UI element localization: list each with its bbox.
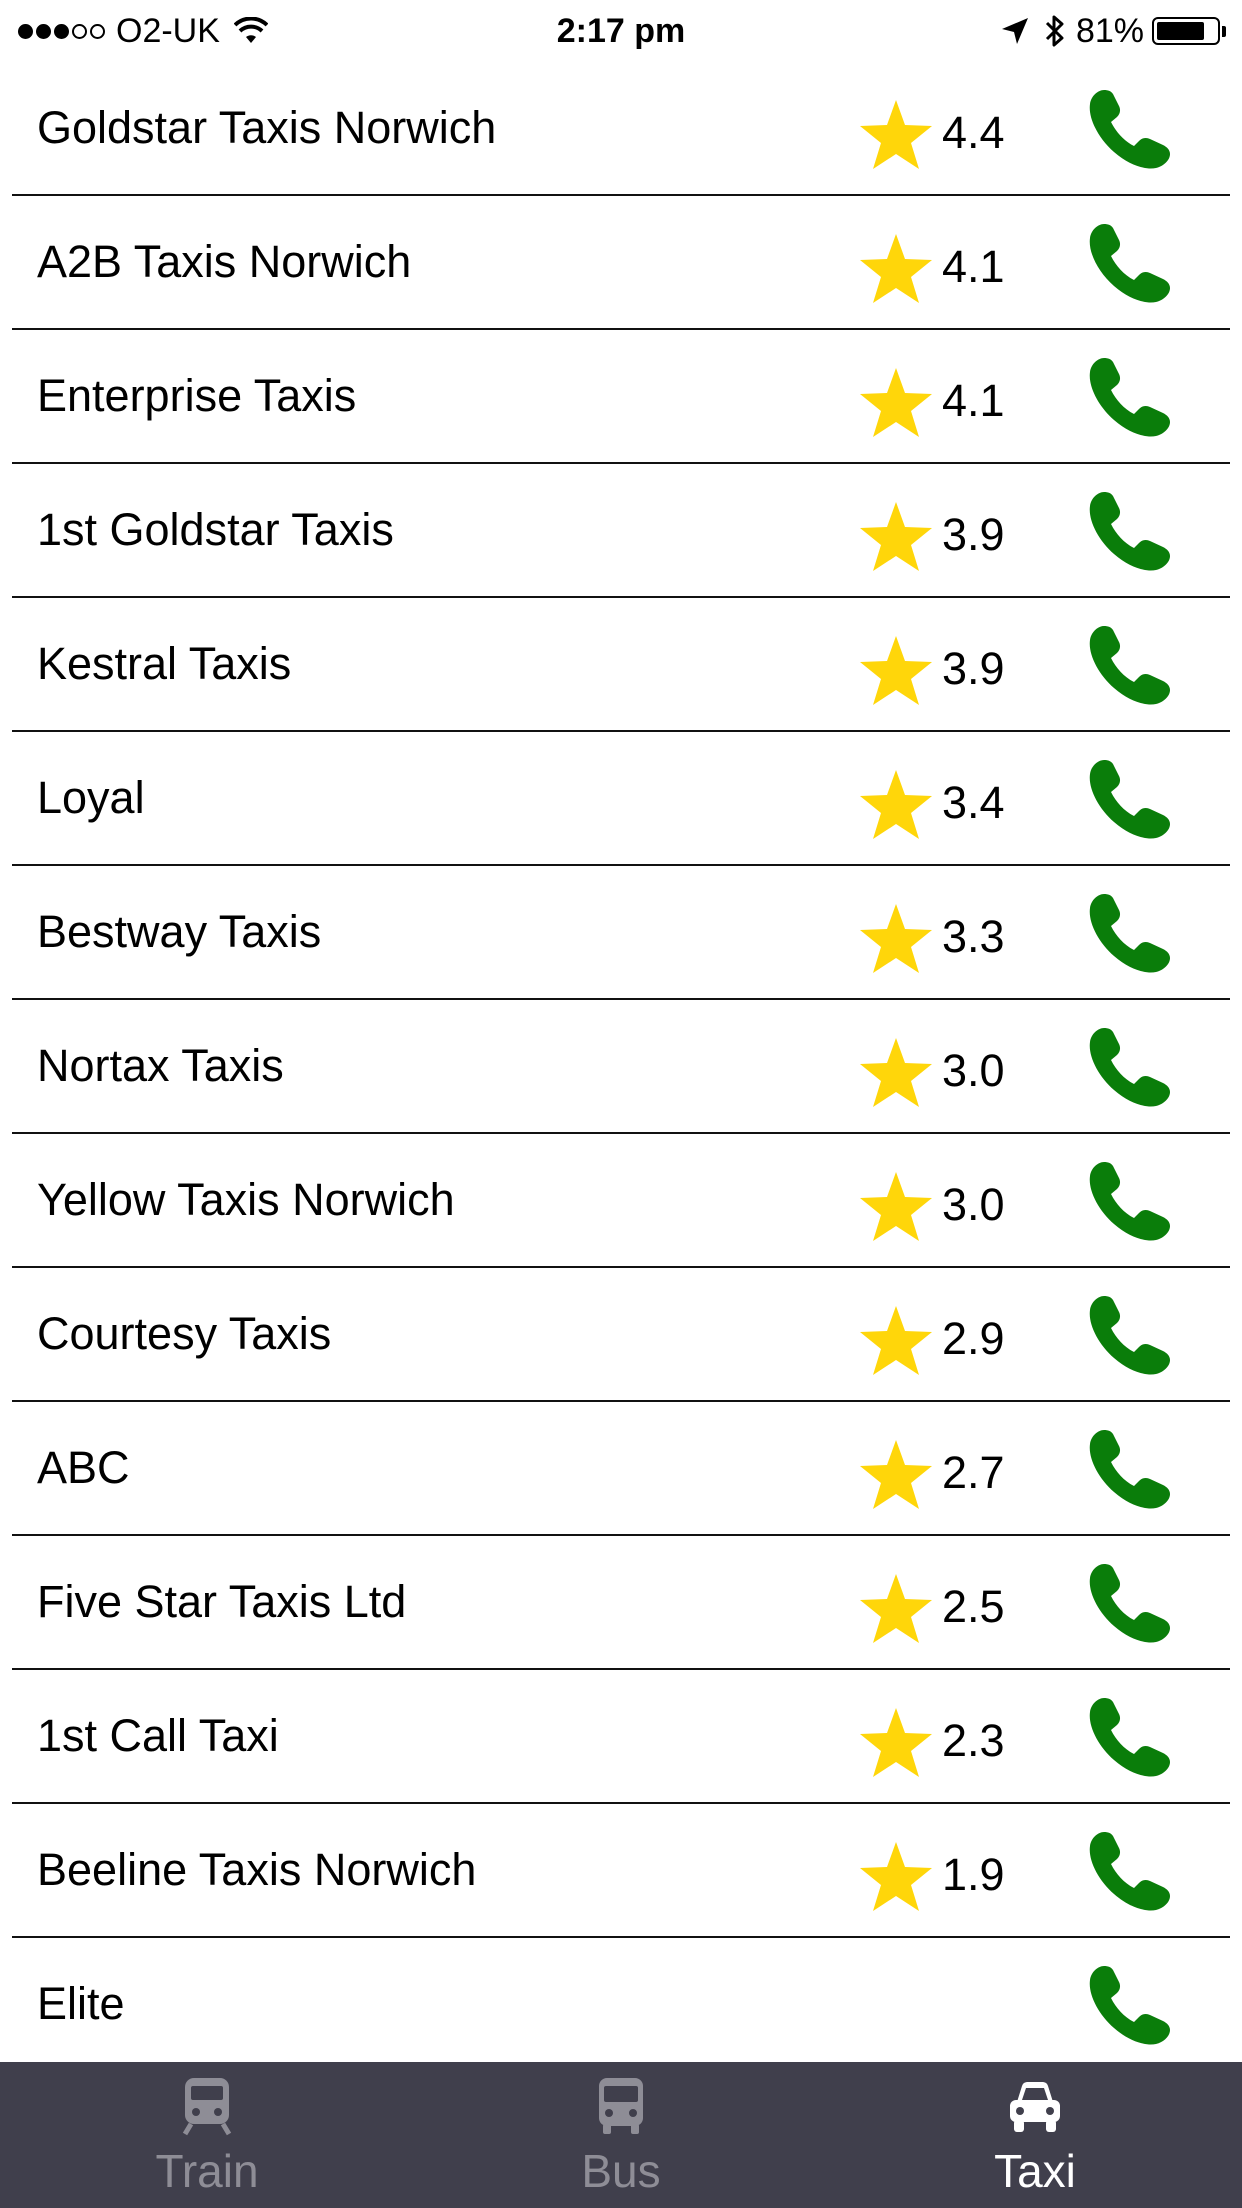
taxi-row[interactable]: Kestral Taxis 3.9 [12, 598, 1230, 732]
taxi-rating: 3.0 [942, 1179, 1005, 1230]
taxi-row[interactable]: Five Star Taxis Ltd 2.5 [12, 1536, 1230, 1670]
tab-bus[interactable]: Bus [414, 2062, 828, 2208]
taxi-list: Goldstar Taxis Norwich 4.4 A2B Taxis Norwi… [0, 62, 1242, 2072]
star-icon [858, 232, 934, 304]
taxi-name: Goldstar Taxis Norwich [37, 102, 497, 153]
bluetooth-icon [1045, 15, 1064, 47]
star-icon [858, 98, 934, 170]
location-arrow-icon [1001, 18, 1028, 44]
tab-bar: Train Bus Taxi [0, 2062, 1242, 2208]
taxi-row[interactable]: Elite [12, 1938, 1230, 2072]
phone-icon[interactable] [1084, 1022, 1174, 1112]
taxi-name: Loyal [37, 772, 145, 823]
taxi-rating: 2.9 [942, 1313, 1005, 1364]
phone-icon[interactable] [1084, 620, 1174, 710]
taxi-name: Bestway Taxis [37, 906, 322, 957]
taxi-name: 1st Call Taxi [37, 1710, 279, 1761]
taxi-name: Courtesy Taxis [37, 1308, 332, 1359]
phone-icon[interactable] [1084, 486, 1174, 576]
bus-icon [593, 2076, 649, 2136]
taxi-name: A2B Taxis Norwich [37, 236, 412, 287]
signal-strength-icon [18, 23, 108, 39]
tab-label: Taxi [994, 2145, 1076, 2197]
taxi-row[interactable]: Goldstar Taxis Norwich 4.4 [12, 62, 1230, 196]
status-right: 81% [1000, 10, 1226, 52]
taxi-name: Enterprise Taxis [37, 370, 357, 421]
tab-label: Bus [581, 2145, 661, 2197]
taxi-rating: 3.0 [942, 1045, 1005, 1096]
star-icon [858, 500, 934, 572]
taxi-name: ABC [37, 1442, 130, 1493]
taxi-row[interactable]: 1st Call Taxi 2.3 [12, 1670, 1230, 1804]
car-icon [1007, 2076, 1063, 2136]
phone-icon[interactable] [1084, 352, 1174, 442]
phone-icon[interactable] [1084, 1290, 1174, 1380]
taxi-rating: 2.7 [942, 1447, 1005, 1498]
star-icon [858, 1706, 934, 1778]
taxi-name: Elite [37, 1978, 125, 2029]
taxi-name: Yellow Taxis Norwich [37, 1174, 455, 1225]
phone-icon[interactable] [1084, 1424, 1174, 1514]
phone-icon[interactable] [1084, 1960, 1174, 2050]
phone-icon[interactable] [1084, 1826, 1174, 1916]
tab-label: Train [155, 2145, 259, 2197]
tab-train[interactable]: Train [0, 2062, 414, 2208]
carrier-name: O2-UK [116, 11, 220, 50]
taxi-name: 1st Goldstar Taxis [37, 504, 394, 555]
star-icon [858, 1572, 934, 1644]
tab-taxi[interactable]: Taxi [828, 2062, 1242, 2208]
taxi-row[interactable]: ABC 2.7 [12, 1402, 1230, 1536]
status-time: 2:17 pm [556, 12, 686, 50]
star-icon [858, 1304, 934, 1376]
star-icon [858, 634, 934, 706]
taxi-row[interactable]: Beeline Taxis Norwich 1.9 [12, 1804, 1230, 1938]
battery-icon [1152, 17, 1220, 45]
status-bar: O2-UK 2:17 pm 81% [0, 0, 1242, 62]
phone-icon[interactable] [1084, 1692, 1174, 1782]
taxi-row[interactable]: Courtesy Taxis 2.9 [12, 1268, 1230, 1402]
taxi-rating: 2.5 [942, 1581, 1005, 1632]
star-icon [858, 1170, 934, 1242]
star-icon [858, 1840, 934, 1912]
status-left: O2-UK [18, 10, 268, 52]
phone-icon[interactable] [1084, 218, 1174, 308]
taxi-row[interactable]: Bestway Taxis 3.3 [12, 866, 1230, 1000]
taxi-name: Beeline Taxis Norwich [37, 1844, 477, 1895]
taxi-rating: 4.1 [942, 241, 1005, 292]
phone-icon[interactable] [1084, 84, 1174, 174]
taxi-name: Five Star Taxis Ltd [37, 1576, 407, 1627]
phone-icon[interactable] [1084, 1558, 1174, 1648]
taxi-row[interactable]: 1st Goldstar Taxis 3.9 [12, 464, 1230, 598]
star-icon [858, 768, 934, 840]
phone-icon[interactable] [1084, 754, 1174, 844]
taxi-name: Nortax Taxis [37, 1040, 284, 1091]
taxi-row[interactable]: Yellow Taxis Norwich 3.0 [12, 1134, 1230, 1268]
star-icon [858, 366, 934, 438]
taxi-rating: 3.9 [942, 643, 1005, 694]
taxi-row[interactable]: Nortax Taxis 3.0 [12, 1000, 1230, 1134]
taxi-rating: 3.9 [942, 509, 1005, 560]
phone-icon[interactable] [1084, 888, 1174, 978]
taxi-name: Kestral Taxis [37, 638, 292, 689]
taxi-row[interactable]: Loyal 3.4 [12, 732, 1230, 866]
wifi-icon [233, 17, 268, 43]
taxi-rating: 4.4 [942, 107, 1005, 158]
train-icon [179, 2076, 235, 2136]
battery-percentage: 81% [1075, 11, 1144, 50]
phone-icon[interactable] [1084, 1156, 1174, 1246]
taxi-rating: 3.4 [942, 777, 1005, 828]
taxi-row[interactable]: A2B Taxis Norwich 4.1 [12, 196, 1230, 330]
star-icon [858, 1438, 934, 1510]
battery-fill [1157, 22, 1204, 40]
star-icon [858, 1036, 934, 1108]
star-icon [858, 902, 934, 974]
battery-cap [1222, 25, 1226, 37]
taxi-rating: 1.9 [942, 1849, 1005, 1900]
taxi-row[interactable]: Enterprise Taxis 4.1 [12, 330, 1230, 464]
taxi-rating: 2.3 [942, 1715, 1005, 1766]
taxi-rating: 3.3 [942, 911, 1005, 962]
taxi-rating: 4.1 [942, 375, 1005, 426]
